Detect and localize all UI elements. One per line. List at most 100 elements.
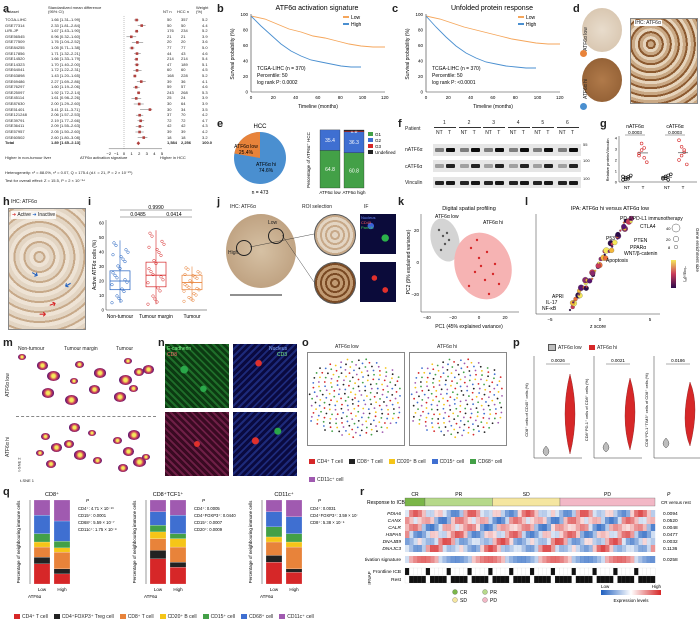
i-point — [116, 264, 120, 268]
r-frontline-cell — [554, 567, 560, 576]
r-heat-cell — [496, 524, 502, 531]
r-rest-cell — [484, 575, 489, 584]
r-heat-cell — [630, 510, 635, 517]
o-cell-dot — [361, 381, 364, 384]
r-heat-cell — [580, 524, 585, 531]
ihc-label-high: ATF6α hi — [583, 78, 590, 100]
q-legend-label: CD68⁺ cell — [248, 614, 274, 620]
o-legend-item: CD20⁺ B cell — [388, 459, 426, 465]
r-heat-cell — [480, 538, 485, 545]
forest-header-hcc: HCC n — [177, 9, 190, 14]
o-cell-dot — [317, 414, 320, 417]
o-cell-dot — [447, 375, 449, 378]
o-cell-dot — [474, 419, 477, 422]
r-heat-cell — [525, 510, 531, 517]
forest-cell: 39 — [181, 129, 186, 134]
r-heat-cell — [505, 510, 510, 517]
i-point — [151, 294, 155, 298]
r-heat-cell — [480, 517, 485, 524]
r-group-bar — [424, 497, 493, 507]
q-title: CD8⁺ — [45, 491, 59, 498]
forest-cell: 1.70 [1.40–2.00] — [51, 61, 80, 67]
q-legend-swatch — [53, 614, 60, 620]
pie-high-label: ATF6α hi — [256, 162, 276, 168]
l-label-3: PTEN — [634, 238, 648, 244]
wb-lane-label: T — [448, 130, 452, 136]
r-pval: 0.0048 — [663, 525, 678, 531]
r-heat-cell — [634, 545, 639, 552]
m-blob — [42, 388, 54, 398]
o-cell-dot — [488, 426, 491, 429]
m-blob — [65, 395, 78, 406]
forest-cell: 3.9 — [202, 33, 208, 39]
o-cell-dot — [447, 363, 449, 366]
g-pval-n: 0.0003 — [628, 130, 642, 135]
i-point — [146, 281, 150, 285]
r-heat-cell — [642, 531, 647, 538]
i-point — [156, 286, 160, 290]
r-sig-cell — [450, 556, 456, 563]
o-cell-dot — [427, 412, 430, 415]
r-frontline-cell — [596, 567, 602, 576]
r-heat-cell — [521, 524, 527, 531]
o-cell-dot — [310, 415, 313, 418]
r-pval: 0.0032 — [663, 539, 678, 545]
forest-row: GSE64041 1.72 [1.22–2.31] 60 60 4.5 — [5, 67, 215, 72]
r-rest-cell — [500, 575, 506, 584]
wb-band — [470, 181, 480, 185]
i-pval-2: 0.0414 — [166, 212, 182, 218]
q-bar-segment — [285, 516, 303, 534]
o-cell-dot — [363, 399, 365, 402]
q-bar-segment — [285, 546, 303, 569]
r-frontline: Frontline ICB — [373, 569, 401, 575]
i-point — [187, 285, 191, 289]
k-point-low — [439, 248, 443, 252]
r-frontline-cell — [646, 567, 652, 576]
wb-band — [470, 148, 480, 152]
r-rest-cell — [429, 575, 435, 584]
k-point-high — [485, 250, 489, 254]
o-cell-dot — [421, 389, 424, 392]
r-heat-cell — [450, 531, 456, 538]
o-cell-dot — [360, 394, 363, 396]
o-cell-dot — [365, 420, 368, 423]
i-point — [115, 276, 119, 280]
o-cell-dot — [469, 416, 472, 419]
forest-cell: 1.92 [1.72–2.14] — [51, 89, 80, 95]
forest-cell: 20 — [167, 39, 172, 45]
r-heat-cell — [413, 531, 418, 538]
k-point-low — [447, 238, 451, 242]
o-cell-dot — [319, 389, 322, 392]
q-stat: CD11c⁺: 1.75 × 10⁻⁸ — [78, 527, 117, 532]
r-heat-cell — [409, 510, 414, 517]
o-cell-dot — [329, 422, 331, 424]
l-label-5: WNT/β-catenin — [624, 251, 658, 257]
i-ytick: 50 — [99, 235, 105, 240]
q-bar-segment — [33, 541, 51, 548]
o-cell-dot — [315, 372, 318, 374]
forest-row: GSE25097 1.92 [1.72–2.14] 243 268 5.3 — [5, 90, 215, 95]
p-ylabel: CD8⁺ cells of CD45⁺ cells (%) — [524, 383, 529, 437]
o-cell-dot — [347, 396, 350, 399]
forest-cell: 5.4 — [202, 56, 208, 62]
forest-cell: 4.4 — [202, 22, 208, 28]
forest-cell: GSE77509 — [5, 39, 25, 45]
o-cell-dot — [351, 428, 354, 431]
r-frontline-cell — [517, 567, 522, 576]
o-cell-dot — [354, 393, 357, 396]
r-heat-cell — [405, 545, 410, 552]
km-ytick: 60 — [243, 43, 249, 48]
panel-h-ihc: IHC: ATF6α ➜ Active ➜ Inactive ➜ ➜ ➜ ➜ — [8, 199, 86, 330]
i-point — [160, 239, 164, 243]
k-point-low — [445, 231, 449, 235]
r-heat-cell — [563, 538, 568, 545]
r-sig-cell — [496, 556, 502, 563]
r-rest-cell — [446, 575, 452, 584]
o-cell-dot — [379, 398, 381, 400]
wb-patient-line — [483, 127, 506, 128]
forest-cell: 4.2 — [202, 112, 208, 118]
r-sig-cell — [500, 556, 506, 563]
r-heat-cell — [596, 517, 602, 524]
r-frontline-cell — [613, 567, 618, 576]
q-p-header: P — [202, 498, 205, 503]
